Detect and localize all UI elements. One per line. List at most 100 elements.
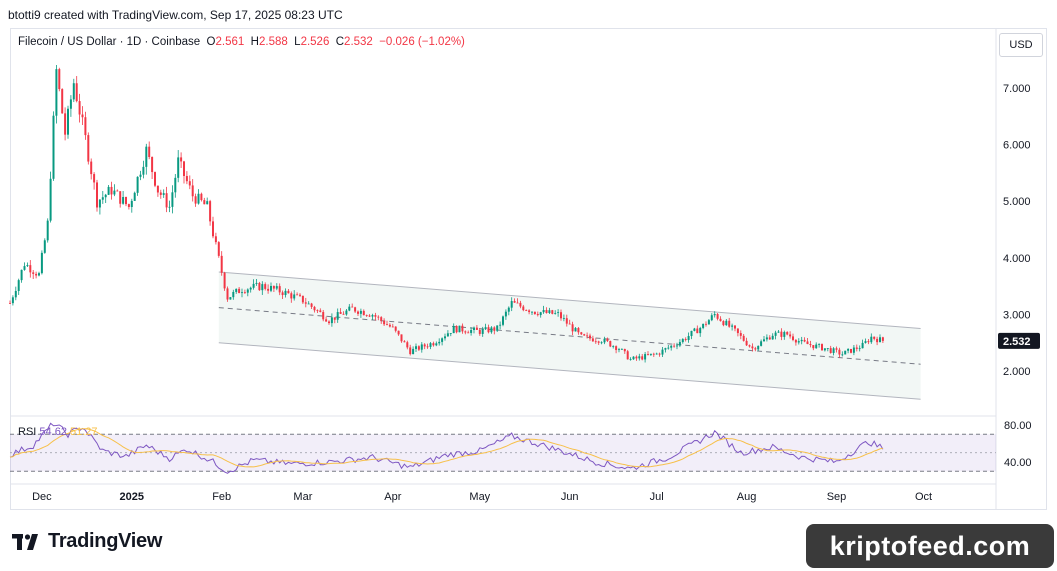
candle-body — [255, 282, 258, 284]
tradingview-logo[interactable]: TradingView — [12, 530, 162, 553]
price-tick-label: 2.000 — [1003, 366, 1031, 378]
last-price-tag — [998, 332, 1040, 349]
candle-body — [821, 344, 823, 351]
candle-body — [241, 292, 243, 294]
candle-body — [438, 341, 441, 344]
candle-body — [159, 192, 162, 195]
candle-body — [705, 323, 707, 325]
candle-body — [113, 190, 116, 195]
candle-body — [806, 341, 809, 345]
candle-body — [612, 346, 615, 347]
candle-body — [383, 320, 386, 325]
candle-body — [800, 339, 803, 342]
price-tick-label: 7.000 — [1003, 83, 1031, 95]
candle-body — [641, 356, 644, 360]
candle-body — [214, 236, 217, 243]
candle-body — [203, 200, 206, 205]
candle-body — [867, 341, 870, 343]
currency-button[interactable]: USD — [999, 33, 1043, 57]
candle-body — [52, 115, 55, 179]
candle-body — [304, 302, 307, 304]
candle-body — [252, 283, 255, 288]
candle-body — [209, 201, 212, 222]
candle-body — [49, 178, 52, 221]
candle-body — [432, 343, 435, 346]
candle-body — [736, 328, 739, 334]
candle-body — [702, 323, 705, 328]
candle-body — [328, 321, 330, 324]
candle-body — [14, 290, 17, 298]
candle-body — [551, 310, 554, 314]
candle-body — [620, 348, 623, 350]
candle-body — [728, 320, 731, 327]
candle-body — [484, 327, 487, 330]
candle-body — [391, 326, 394, 328]
symbol-title[interactable]: Filecoin / US Dollar · 1D · Coinbase — [18, 36, 201, 48]
candle-body — [655, 353, 658, 355]
candle-body — [119, 191, 122, 204]
candle-body — [420, 344, 423, 350]
candle-body — [832, 348, 835, 353]
time-tick-label: Mar — [293, 491, 312, 503]
candle-body — [93, 174, 96, 183]
candle-body — [754, 348, 757, 350]
candle-body — [136, 176, 139, 193]
candle-body — [852, 347, 855, 353]
candle-body — [278, 286, 281, 293]
candle-body — [310, 303, 313, 307]
candle-body — [380, 317, 383, 321]
rsi-legend[interactable]: RSI 54.62 51.27 — [18, 426, 98, 438]
candle-body — [658, 353, 661, 355]
candle-body — [116, 190, 119, 192]
candle-body — [734, 325, 736, 329]
candle-body — [696, 328, 699, 334]
candle-body — [441, 338, 444, 342]
candle-body — [154, 172, 156, 186]
candle-body — [632, 356, 635, 360]
channel-lower-line — [218, 342, 921, 400]
candle-body — [104, 194, 107, 198]
candle-body — [609, 341, 612, 347]
candle-body — [464, 331, 467, 333]
candle-body — [783, 332, 786, 337]
candle-body — [635, 356, 638, 359]
candle-body — [847, 348, 850, 351]
candle-body — [9, 303, 11, 304]
high-label: H — [250, 36, 259, 48]
candle-body — [139, 174, 142, 177]
candle-body — [722, 321, 725, 326]
candle-body — [713, 314, 716, 316]
candle-body — [435, 343, 438, 346]
candle-body — [84, 117, 87, 136]
candle-body — [107, 186, 110, 195]
candle-body — [861, 342, 864, 349]
candle-body — [200, 193, 203, 201]
candle-body — [388, 324, 391, 327]
time-tick-label: May — [469, 491, 490, 503]
rsi-tick-label: 40.00 — [1004, 457, 1032, 469]
candle-body — [844, 350, 847, 355]
chart-legend[interactable]: Filecoin / US Dollar · 1D · Coinbase O2.… — [18, 36, 465, 48]
candle-body — [417, 346, 420, 350]
candle-body — [72, 83, 75, 100]
candle-body — [490, 327, 493, 333]
candle-body — [217, 242, 220, 256]
candle-body — [499, 324, 502, 326]
candle-body — [194, 196, 197, 204]
close-label: C — [335, 36, 345, 48]
time-tick-label: Feb — [212, 491, 231, 503]
candle-body — [403, 341, 406, 343]
candle-body — [533, 311, 536, 315]
candle-body — [342, 313, 345, 315]
candle-body — [122, 196, 125, 204]
candle-body — [748, 345, 751, 347]
time-tick-label: Sep — [827, 491, 847, 503]
candle-body — [17, 280, 20, 291]
candle-body — [87, 135, 90, 162]
channel-upper-line — [218, 271, 921, 330]
candle-body — [768, 337, 771, 340]
candle-body — [461, 325, 464, 332]
candle-body — [826, 348, 829, 349]
candle-body — [46, 220, 49, 241]
